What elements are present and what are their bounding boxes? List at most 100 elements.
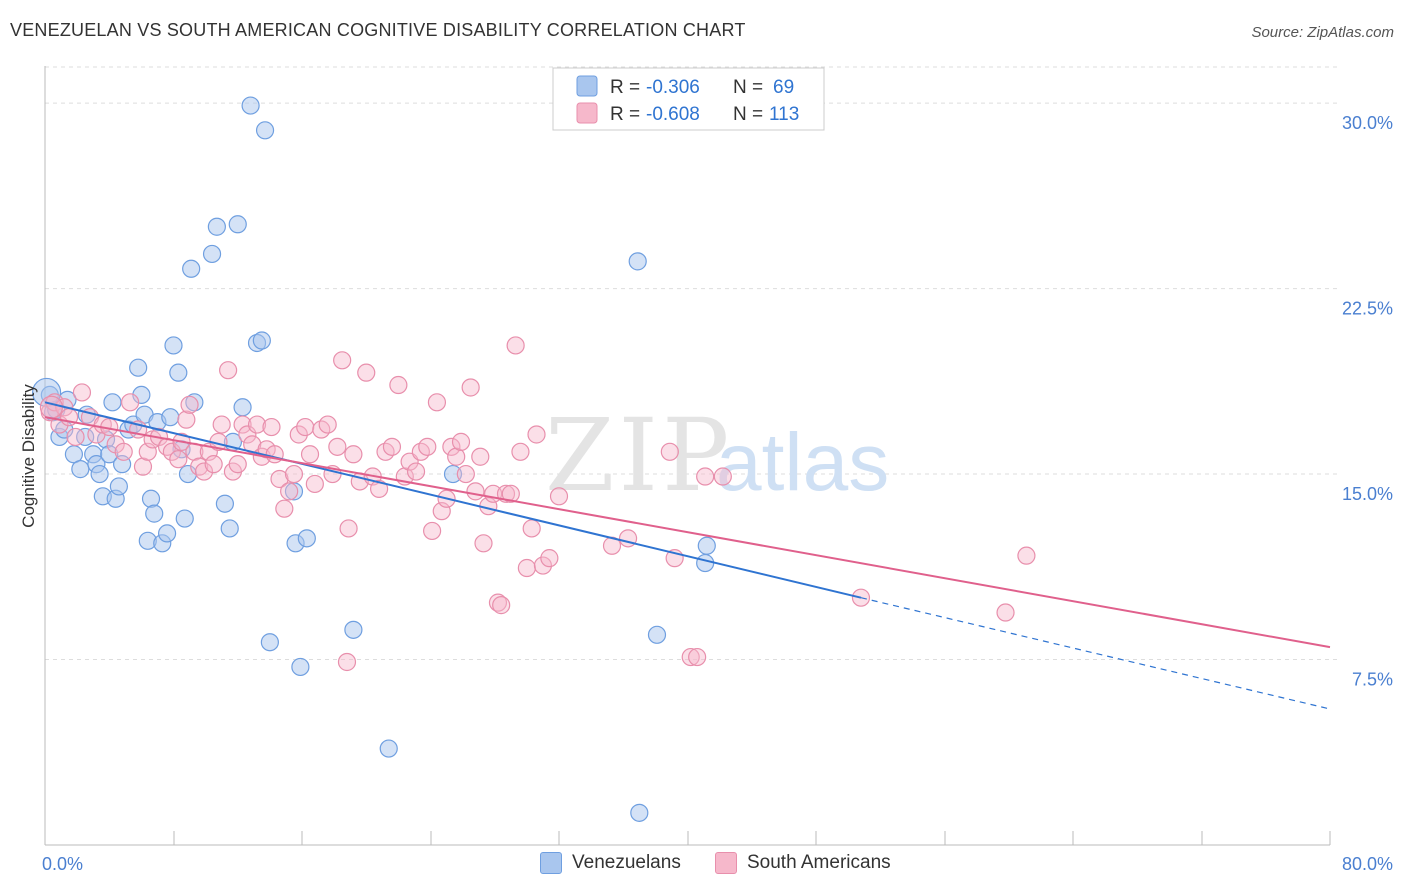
venezuelans-point bbox=[630, 803, 649, 822]
south-americans-point bbox=[696, 467, 715, 486]
venezuelans-point bbox=[379, 739, 398, 758]
south-americans-point bbox=[247, 415, 267, 434]
venezuelans-point bbox=[76, 427, 95, 447]
y-axis-label: Cognitive Disability bbox=[19, 384, 38, 528]
south-americans-point bbox=[501, 484, 520, 503]
south-americans-point bbox=[337, 652, 357, 672]
south-americans-point bbox=[275, 499, 294, 518]
trend-lines bbox=[44, 401, 1331, 710]
south-americans-point bbox=[660, 442, 679, 461]
south-americans-point bbox=[344, 445, 363, 464]
legend-swatch-pink bbox=[576, 102, 598, 124]
venezuelans-point bbox=[161, 408, 180, 427]
legend-r-value-blue: -0.306 bbox=[646, 77, 700, 98]
south-americans-point bbox=[228, 455, 247, 474]
x-tick-label: 80.0% bbox=[1342, 854, 1393, 874]
south-americans-point bbox=[219, 361, 238, 380]
south-americans-point bbox=[492, 596, 511, 615]
venezuelans-point bbox=[241, 96, 260, 115]
venezuelans-point bbox=[182, 259, 201, 278]
south-americans-point bbox=[996, 603, 1015, 622]
south-americans-point bbox=[427, 393, 447, 412]
legend-top-box bbox=[552, 67, 825, 131]
venezuelans-point bbox=[207, 217, 226, 236]
venezuelans-point bbox=[291, 657, 310, 677]
south-americans-point bbox=[527, 425, 546, 444]
south-americans-point bbox=[456, 464, 475, 484]
venezuelans-point bbox=[185, 393, 204, 412]
venezuelans-point bbox=[169, 363, 188, 382]
south-americans-point bbox=[549, 487, 569, 506]
venezuelans-point bbox=[228, 215, 247, 234]
venezuelans-trend-line bbox=[44, 401, 862, 599]
venezuelans-point bbox=[252, 331, 271, 350]
venezuelans-point bbox=[233, 398, 252, 417]
south-americans-point bbox=[204, 455, 223, 474]
venezuelans-point bbox=[647, 625, 667, 644]
gridlines bbox=[45, 66, 1340, 661]
south-americans-point bbox=[333, 351, 352, 370]
south-americans-point bbox=[262, 417, 281, 437]
south-americans-point bbox=[300, 445, 320, 464]
venezuelans-point bbox=[175, 509, 194, 528]
venezuelans-point bbox=[696, 553, 715, 573]
south-americans-point bbox=[533, 556, 553, 575]
south-americans-point bbox=[506, 336, 525, 355]
south-americans-point bbox=[442, 437, 461, 456]
south-americans-point bbox=[305, 474, 324, 494]
south-americans-point bbox=[296, 417, 315, 437]
south-americans-point bbox=[177, 410, 196, 429]
y-tick-label: 30.0% bbox=[1342, 113, 1393, 133]
south-americans-point bbox=[280, 482, 299, 501]
legend-swatch-blue bbox=[576, 75, 598, 97]
south-americans-point bbox=[389, 375, 408, 395]
south-americans-point bbox=[339, 519, 358, 538]
watermark-zip: ZIP bbox=[545, 397, 733, 514]
venezuelans-point bbox=[90, 464, 109, 484]
south-americans-point bbox=[238, 425, 257, 444]
venezuelans-point bbox=[697, 536, 716, 555]
legend-r-label-blue: R = bbox=[610, 77, 645, 98]
legend-n-value-pink: 113 bbox=[769, 104, 799, 125]
watermark: ZIP atlas bbox=[545, 397, 889, 514]
south-americans-point bbox=[318, 415, 337, 434]
legend-label-venezuelans: Venezuelans bbox=[572, 852, 681, 873]
venezuelans-point bbox=[129, 358, 148, 377]
venezuelans-point bbox=[255, 121, 275, 140]
x-tick-label: 0.0% bbox=[42, 854, 83, 874]
south-americans-point bbox=[471, 447, 490, 466]
venezuelans-point bbox=[164, 336, 183, 355]
chart-title: VENEZUELAN VS SOUTH AMERICAN COGNITIVE D… bbox=[10, 20, 746, 40]
venezuelans-point bbox=[132, 385, 151, 405]
legend-swatch-venezuelans bbox=[540, 852, 562, 874]
legend-item-venezuelans: Venezuelans bbox=[540, 852, 681, 874]
south-americans-point bbox=[357, 363, 376, 382]
south-americans-point bbox=[713, 467, 732, 486]
y-tick-label: 22.5% bbox=[1342, 299, 1393, 319]
south-americans-point bbox=[289, 425, 308, 444]
south-americans-point bbox=[406, 462, 426, 481]
legend-swatch-south-americans bbox=[715, 852, 737, 874]
venezuelans-point bbox=[344, 620, 363, 639]
south-americans-point bbox=[370, 479, 389, 498]
south-americans-point bbox=[681, 647, 700, 667]
legend-r-value-pink: -0.608 bbox=[646, 104, 700, 125]
south-americans-point bbox=[39, 395, 64, 419]
venezuelans-point bbox=[145, 504, 164, 523]
venezuelans-point bbox=[103, 393, 122, 412]
south-americans-point bbox=[121, 393, 140, 412]
south-americans-point bbox=[540, 549, 559, 568]
south-americans-point bbox=[162, 442, 181, 461]
south-americans-point bbox=[114, 442, 133, 461]
y-tick-label: 7.5% bbox=[1352, 670, 1393, 690]
tick-labels: 7.5% 15.0% 22.5% 30.0% 0.0% 80.0% bbox=[42, 113, 1393, 874]
south-americans-point bbox=[522, 519, 541, 538]
venezuelans-point bbox=[100, 445, 119, 464]
legend-bottom: Venezuelans South Americans bbox=[0, 852, 1406, 878]
legend-top: R = -0.306 N = 69 R = -0.608 N = 113 bbox=[552, 67, 825, 131]
south-americans-point bbox=[517, 558, 536, 578]
y-tick-label: 15.0% bbox=[1342, 484, 1393, 504]
watermark-atlas: atlas bbox=[716, 417, 889, 508]
south-americans-point bbox=[194, 462, 214, 481]
